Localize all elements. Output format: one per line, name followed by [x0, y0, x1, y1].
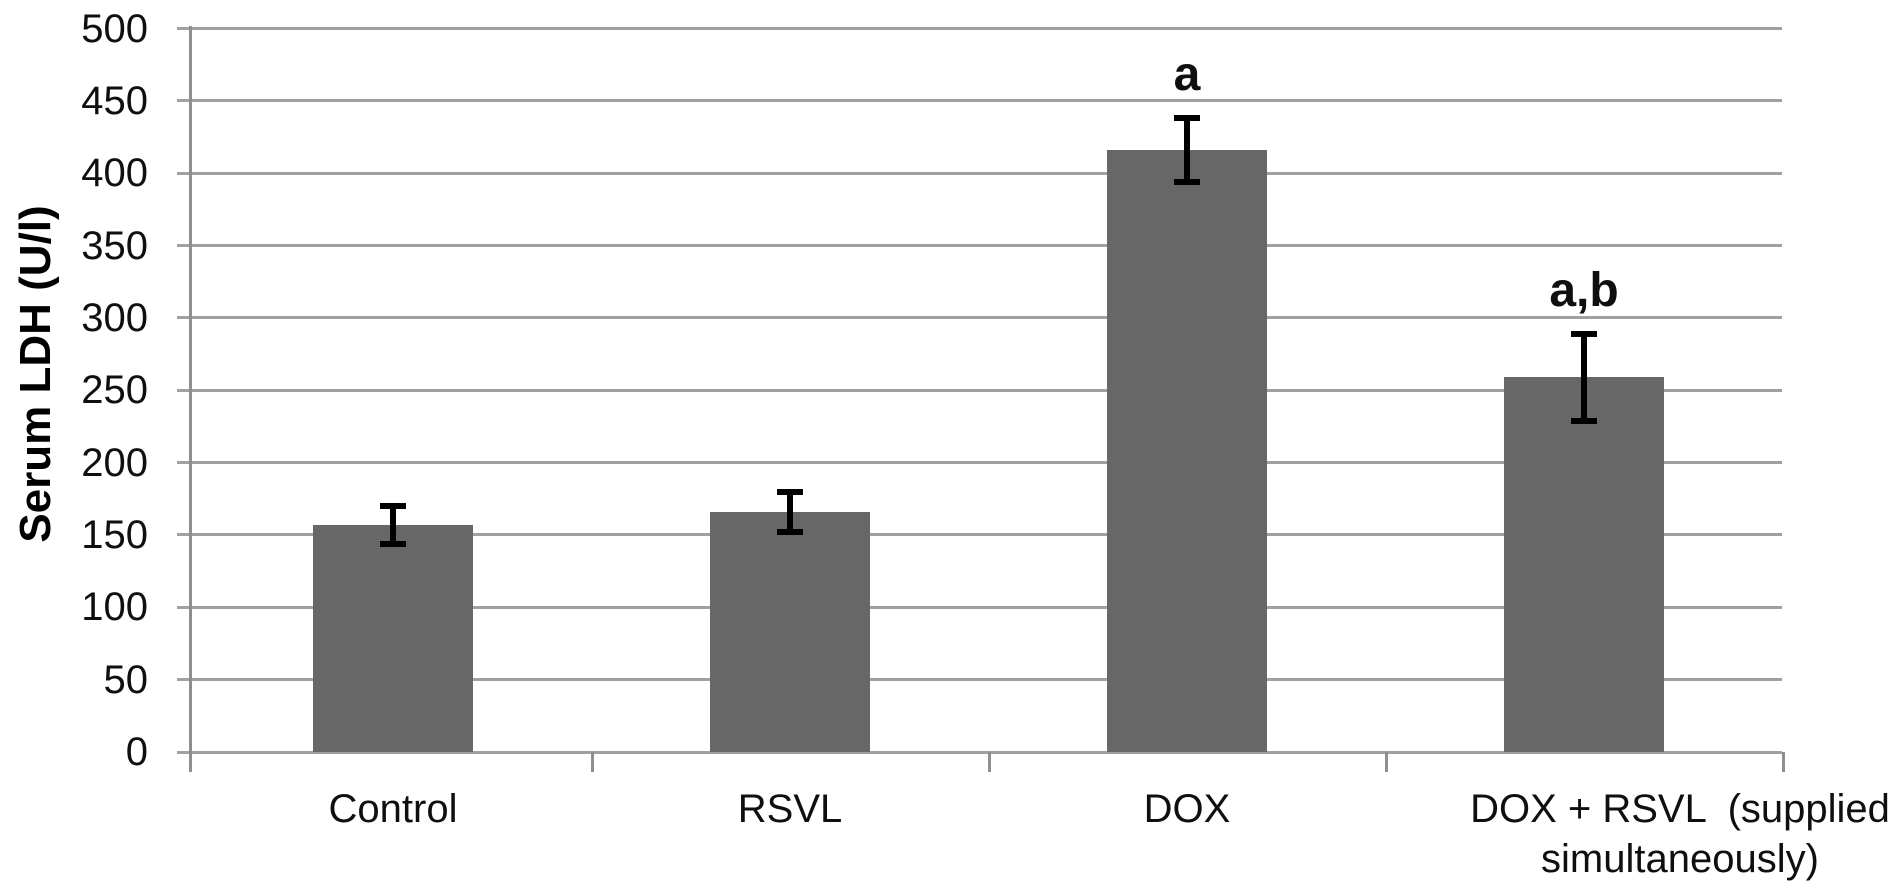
error-bar-cap-top	[1174, 115, 1200, 122]
error-bar-cap-top	[380, 503, 406, 509]
gridline	[177, 27, 1782, 30]
x-axis-tick-label: DOX	[1143, 787, 1231, 831]
y-axis-tick-label: 400	[81, 151, 148, 196]
error-bar-cap-bottom	[1571, 417, 1597, 424]
y-axis-line	[188, 26, 192, 772]
y-axis-tick-label: 300	[81, 295, 148, 340]
gridline	[177, 388, 1782, 392]
x-axis-boundary-tick	[188, 752, 192, 772]
error-bar-cap-top	[1571, 330, 1597, 337]
gridline	[177, 605, 1782, 609]
x-axis-boundary-tick	[1781, 752, 1785, 772]
bar-dox-plus-rsvl	[1504, 377, 1664, 752]
error-bar-cap-bottom	[777, 529, 803, 536]
y-axis-tick-label: 50	[103, 657, 149, 702]
error-bar-cap-bottom	[380, 540, 406, 547]
x-axis-tick-label: Control	[328, 787, 458, 831]
gridline	[177, 244, 1782, 248]
bar-rsvl	[710, 511, 870, 752]
error-bar-cap-top	[777, 488, 803, 495]
x-axis-tick-label: RSVL	[737, 787, 843, 831]
x-axis-tick-label: DOX + RSVL (supplied simultaneously)	[1470, 787, 1890, 881]
error-bar-cap-bottom	[1174, 178, 1200, 185]
bar-control	[313, 524, 473, 752]
x-axis-boundary-tick	[590, 752, 594, 772]
significance-label: a,b	[1549, 263, 1619, 317]
error-bar-line	[787, 491, 793, 533]
significance-label: a	[1173, 48, 1201, 102]
bar-dox	[1107, 150, 1267, 752]
y-axis-tick-label: 250	[81, 368, 148, 413]
error-bar-line	[1581, 333, 1587, 421]
gridline	[177, 316, 1782, 320]
gridline	[177, 533, 1782, 537]
y-axis-tick-label: 0	[125, 730, 148, 774]
gridline	[177, 678, 1782, 682]
y-axis-tick-label: 350	[81, 223, 148, 268]
gridline	[177, 171, 1782, 175]
x-axis-boundary-tick	[1384, 752, 1388, 772]
y-axis-tick-label: 100	[81, 585, 148, 630]
y-axis-tick-label: 200	[81, 440, 148, 485]
y-axis-tick-label: 450	[81, 78, 148, 123]
error-bar-line	[390, 506, 396, 544]
x-axis-boundary-tick	[987, 752, 991, 772]
gridline	[177, 750, 1782, 754]
gridline	[177, 99, 1782, 103]
y-axis-tick-label: 150	[81, 512, 148, 557]
error-bar-line	[1184, 118, 1190, 182]
gridline	[177, 461, 1782, 465]
y-axis-tick-label: 500	[81, 6, 148, 51]
